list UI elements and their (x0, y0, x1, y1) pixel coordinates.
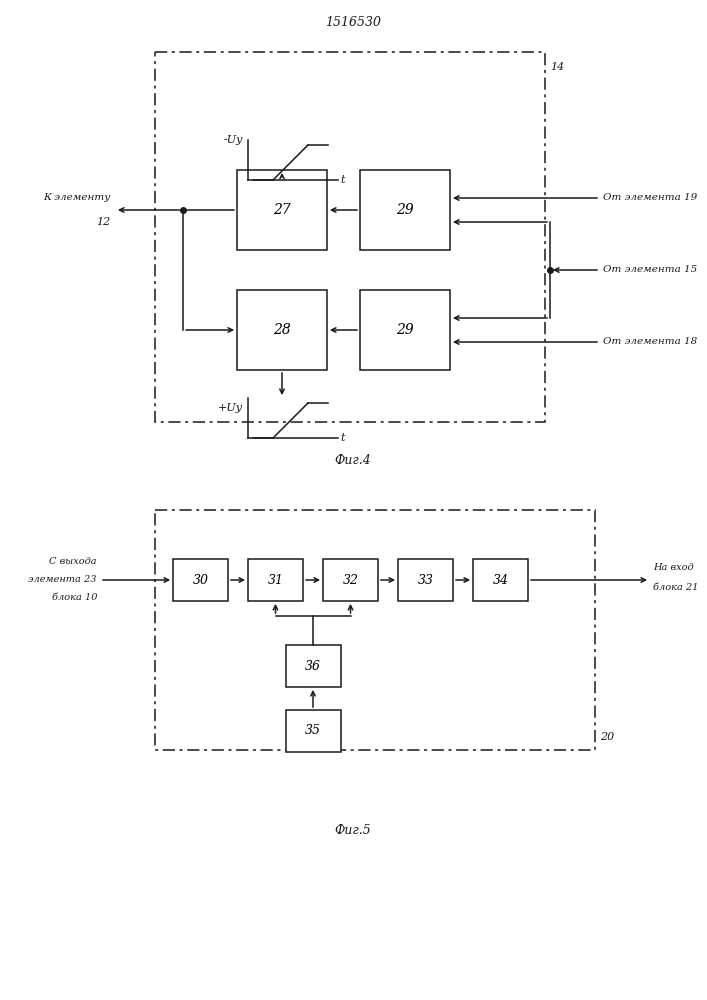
Bar (398, 559, 453, 601)
Text: блока 10: блока 10 (52, 593, 97, 602)
Bar (360, 290, 450, 370)
Bar (286, 710, 341, 752)
Bar (155, 510, 595, 750)
Text: К элементу: К элементу (42, 194, 110, 202)
Text: 29: 29 (396, 203, 414, 217)
Text: На вход: На вход (653, 564, 694, 572)
Text: t: t (340, 433, 344, 443)
Text: 20: 20 (600, 732, 614, 742)
Bar (286, 645, 341, 687)
Text: С выхода: С выхода (49, 558, 97, 566)
Bar (360, 170, 450, 250)
Bar (248, 559, 303, 601)
Text: элемента 23: элемента 23 (28, 576, 97, 584)
Text: 36: 36 (305, 660, 321, 672)
Text: 14: 14 (550, 62, 564, 72)
Text: 33: 33 (418, 574, 433, 586)
Text: блока 21: блока 21 (653, 584, 699, 592)
Text: 28: 28 (273, 323, 291, 337)
Text: 30: 30 (192, 574, 209, 586)
Text: 1516530: 1516530 (325, 15, 381, 28)
Bar (155, 52, 545, 422)
Text: t: t (340, 175, 344, 185)
Text: 35: 35 (305, 724, 321, 738)
Text: -Uy: -Uy (223, 135, 243, 145)
Bar (237, 170, 327, 250)
Bar (173, 559, 228, 601)
Text: Фиг.5: Фиг.5 (334, 824, 371, 836)
Text: От элемента 19: От элемента 19 (603, 194, 697, 202)
Text: От элемента 15: От элемента 15 (603, 265, 697, 274)
Text: 12: 12 (95, 217, 110, 227)
Text: 31: 31 (267, 574, 284, 586)
Text: 29: 29 (396, 323, 414, 337)
Text: +Uy: +Uy (218, 403, 243, 413)
Text: 32: 32 (342, 574, 358, 586)
Text: От элемента 18: От элемента 18 (603, 338, 697, 347)
Text: 27: 27 (273, 203, 291, 217)
Bar (323, 559, 378, 601)
Bar (473, 559, 528, 601)
Bar (237, 290, 327, 370)
Text: 34: 34 (493, 574, 508, 586)
Text: Фиг.4: Фиг.4 (334, 454, 371, 466)
